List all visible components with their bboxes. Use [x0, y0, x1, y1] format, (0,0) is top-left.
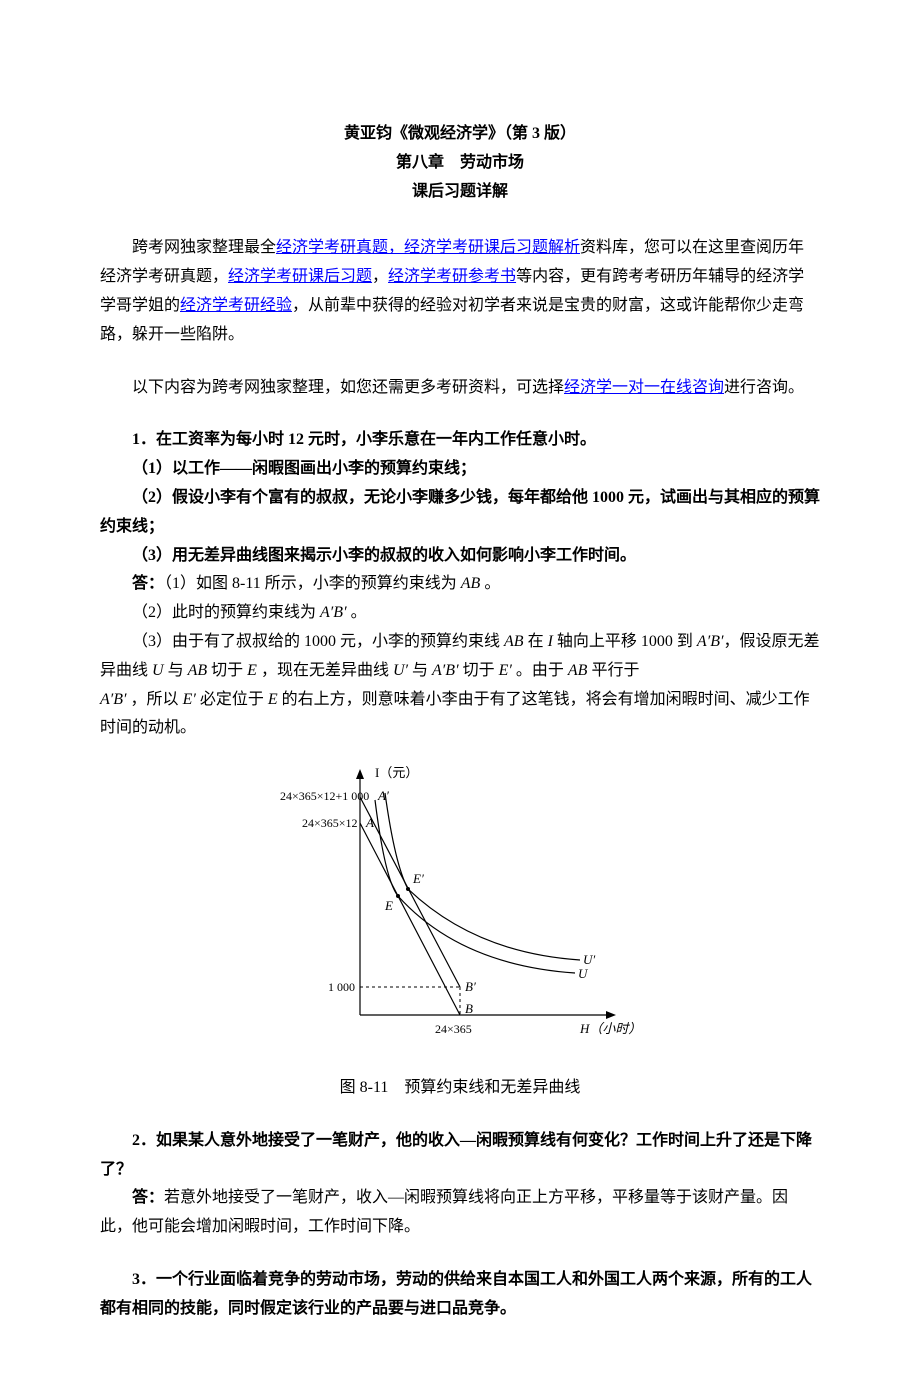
q1-a3-text: 切于	[459, 662, 499, 679]
label-A: A	[365, 815, 374, 830]
q1-a3-text: 必定位于	[196, 691, 268, 708]
y-axis-label: I（元）	[375, 765, 418, 780]
q1-a3-text: 平行于	[587, 662, 639, 679]
q1-a3-text: ，所以	[127, 691, 183, 708]
q1-a3-text: 。由于	[512, 662, 568, 679]
q1-a3-text: （3）由于有了叔叔给的 1000 元，小李的预算约束线	[132, 633, 504, 650]
label-E: E	[384, 898, 393, 913]
x-axis-arrow-icon	[606, 1011, 616, 1019]
var-Up: U′	[393, 662, 408, 679]
link-reference-books[interactable]: 经济学考研参考书	[388, 268, 516, 285]
q1-sub3: （3）用无差异曲线图来揭示小李的叔叔的收入如何影响小李工作时间。	[100, 542, 820, 571]
title-line-1: 黄亚钧《微观经济学》（第 3 版）	[100, 120, 820, 149]
label-Bp: B′	[465, 979, 476, 994]
point-Ep	[406, 887, 410, 891]
var-AB: AB	[504, 633, 524, 650]
var-E: E	[268, 691, 278, 708]
y-axis-arrow-icon	[356, 769, 364, 779]
link-consult[interactable]: 经济学一对一在线咨询	[564, 379, 724, 396]
var-Ep: E′	[499, 662, 512, 679]
q1-a3-text: 轴向上平移 1000 到	[553, 633, 697, 650]
q1-a1-text: 。	[480, 575, 500, 592]
q2-answer-text: 若意外地接受了一笔财产，收入—闲暇预算线将向正上方平移，平移量等于该财产量。因此…	[100, 1189, 788, 1235]
q1-answer-1: 答：（1）如图 8-11 所示，小李的预算约束线为 AB 。	[100, 570, 820, 599]
var-AB: AB	[461, 575, 481, 592]
label-Ep: E′	[412, 871, 424, 886]
q1-a3-text: 与	[408, 662, 432, 679]
intro-paragraph-2: 以下内容为跨考网独家整理，如您还需更多考研资料，可选择经济学一对一在线咨询进行咨…	[100, 374, 820, 403]
var-U: U	[152, 662, 164, 679]
title-block: 黄亚钧《微观经济学》（第 3 版） 第八章 劳动市场 课后习题详解	[100, 120, 820, 206]
title-line-3: 课后习题详解	[100, 178, 820, 207]
y-tick-top2: 24×365×12+1 000	[280, 789, 369, 803]
q1-stem: 1．在工资率为每小时 12 元时，小李乐意在一年内工作任意小时。	[100, 426, 820, 455]
intro1-text: ，	[372, 268, 388, 285]
intro2-text: 以下内容为跨考网独家整理，如您还需更多考研资料，可选择	[132, 379, 564, 396]
q2-answer: 答：若意外地接受了一笔财产，收入—闲暇预算线将向正上方平移，平移量等于该财产量。…	[100, 1184, 820, 1242]
label-U: U	[578, 966, 589, 981]
q2-stem: 2．如果某人意外地接受了一笔财产，他的收入—闲暇预算线有何变化？工作时间上升了还…	[100, 1127, 820, 1185]
y-tick-low: 1 000	[328, 980, 355, 994]
q1-answer-2: （2）此时的预算约束线为 A′B′ 。	[100, 599, 820, 628]
q1-a2-text: 。	[347, 604, 367, 621]
figure-caption: 图 8-11 预算约束线和无差异曲线	[100, 1074, 820, 1103]
var-Ep: E′	[183, 691, 196, 708]
link-experience[interactable]: 经济学考研经验	[180, 297, 292, 314]
link-exam-questions[interactable]: 经济学考研真题，经济学考研课后习题解析	[276, 239, 580, 256]
x-tick: 24×365	[435, 1022, 472, 1036]
q1-answer-3: （3）由于有了叔叔给的 1000 元，小李的预算约束线 AB 在 I 轴向上平移…	[100, 628, 820, 686]
figure-8-11: I（元） H（小时） 24×365×12+1 000 24×365×12 1 0…	[100, 755, 820, 1066]
answer-label: 答：	[132, 575, 164, 592]
var-ApBp: A′B′	[697, 633, 724, 650]
label-B: B	[465, 1001, 473, 1016]
document-page: 黄亚钧《微观经济学》（第 3 版） 第八章 劳动市场 课后习题详解 跨考网独家整…	[0, 0, 920, 1384]
q1-a2-text: （2）此时的预算约束线为	[132, 604, 320, 621]
title-line-2: 第八章 劳动市场	[100, 149, 820, 178]
q3-stem: 3．一个行业面临着竞争的劳动市场，劳动的供给来自本国工人和外国工人两个来源，所有…	[100, 1266, 820, 1324]
line-AB	[360, 823, 460, 1015]
curve-U	[375, 800, 575, 973]
var-AB: AB	[188, 662, 208, 679]
link-after-class[interactable]: 经济学考研课后习题	[228, 268, 372, 285]
y-tick-top1: 24×365×12	[302, 816, 358, 830]
label-Ap: A′	[377, 788, 389, 803]
q1-sub1: （1）以工作——闲暇图画出小李的预算约束线；	[100, 455, 820, 484]
question-1: 1．在工资率为每小时 12 元时，小李乐意在一年内工作任意小时。 （1）以工作—…	[100, 426, 820, 743]
intro-paragraph-1: 跨考网独家整理最全经济学考研真题，经济学考研课后习题解析资料库，您可以在这里查阅…	[100, 234, 820, 349]
q1-a3-text: 与	[164, 662, 188, 679]
var-ApBp: A′B′	[320, 604, 347, 621]
intro1-text: 跨考网独家整理最全	[132, 239, 276, 256]
var-E: E	[247, 662, 257, 679]
label-Up: U′	[583, 952, 595, 967]
q1-a3-text: 切于	[207, 662, 247, 679]
question-3: 3．一个行业面临着竞争的劳动市场，劳动的供给来自本国工人和外国工人两个来源，所有…	[100, 1266, 820, 1324]
q1-a3-text: ，现在无差异曲线	[257, 662, 393, 679]
line-ApBp	[360, 797, 460, 987]
var-ApBp: A′B′	[432, 662, 459, 679]
var-AB: AB	[568, 662, 588, 679]
answer-label: 答：	[132, 1189, 164, 1206]
budget-constraint-chart: I（元） H（小时） 24×365×12+1 000 24×365×12 1 0…	[280, 755, 640, 1055]
point-E	[396, 894, 400, 898]
var-ApBp: A′B′	[100, 691, 127, 708]
q1-a1-text: （1）如图 8-11 所示，小李的预算约束线为	[164, 575, 461, 592]
x-axis-label: H（小时）	[579, 1021, 640, 1036]
intro2-text: 进行咨询。	[724, 379, 804, 396]
question-2: 2．如果某人意外地接受了一笔财产，他的收入—闲暇预算线有何变化？工作时间上升了还…	[100, 1127, 820, 1242]
q1-a3-text: 在	[524, 633, 548, 650]
q1-sub2: （2）假设小李有个富有的叔叔，无论小李赚多少钱，每年都给他 1000 元，试画出…	[100, 484, 820, 542]
q1-answer-3b: A′B′ ，所以 E′ 必定位于 E 的右上方，则意味着小李由于有了这笔钱，将会…	[100, 686, 820, 744]
